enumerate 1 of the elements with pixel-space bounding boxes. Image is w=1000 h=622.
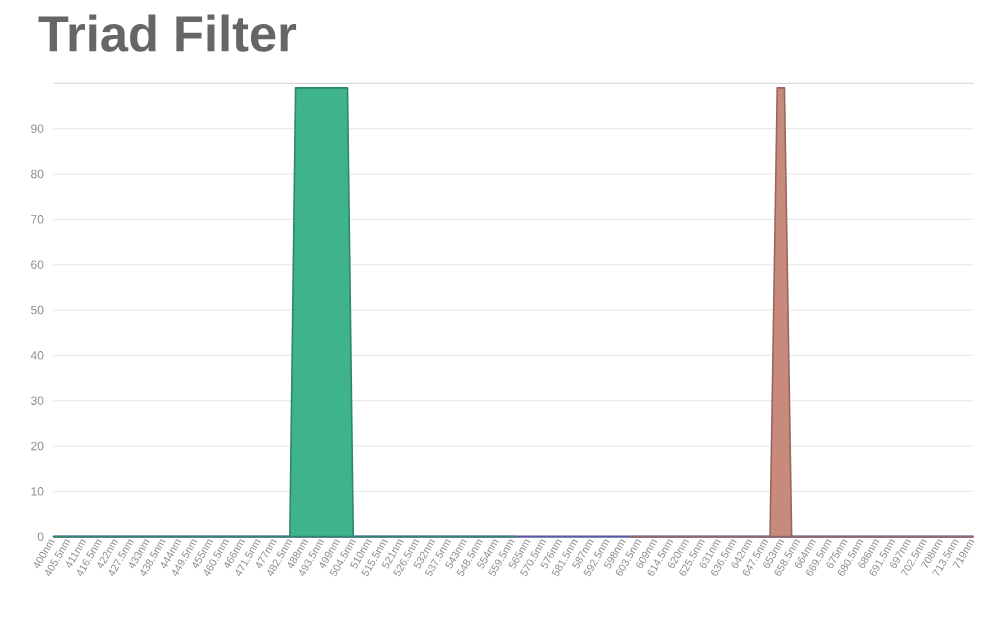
chart-title: Triad Filter [38,14,297,52]
